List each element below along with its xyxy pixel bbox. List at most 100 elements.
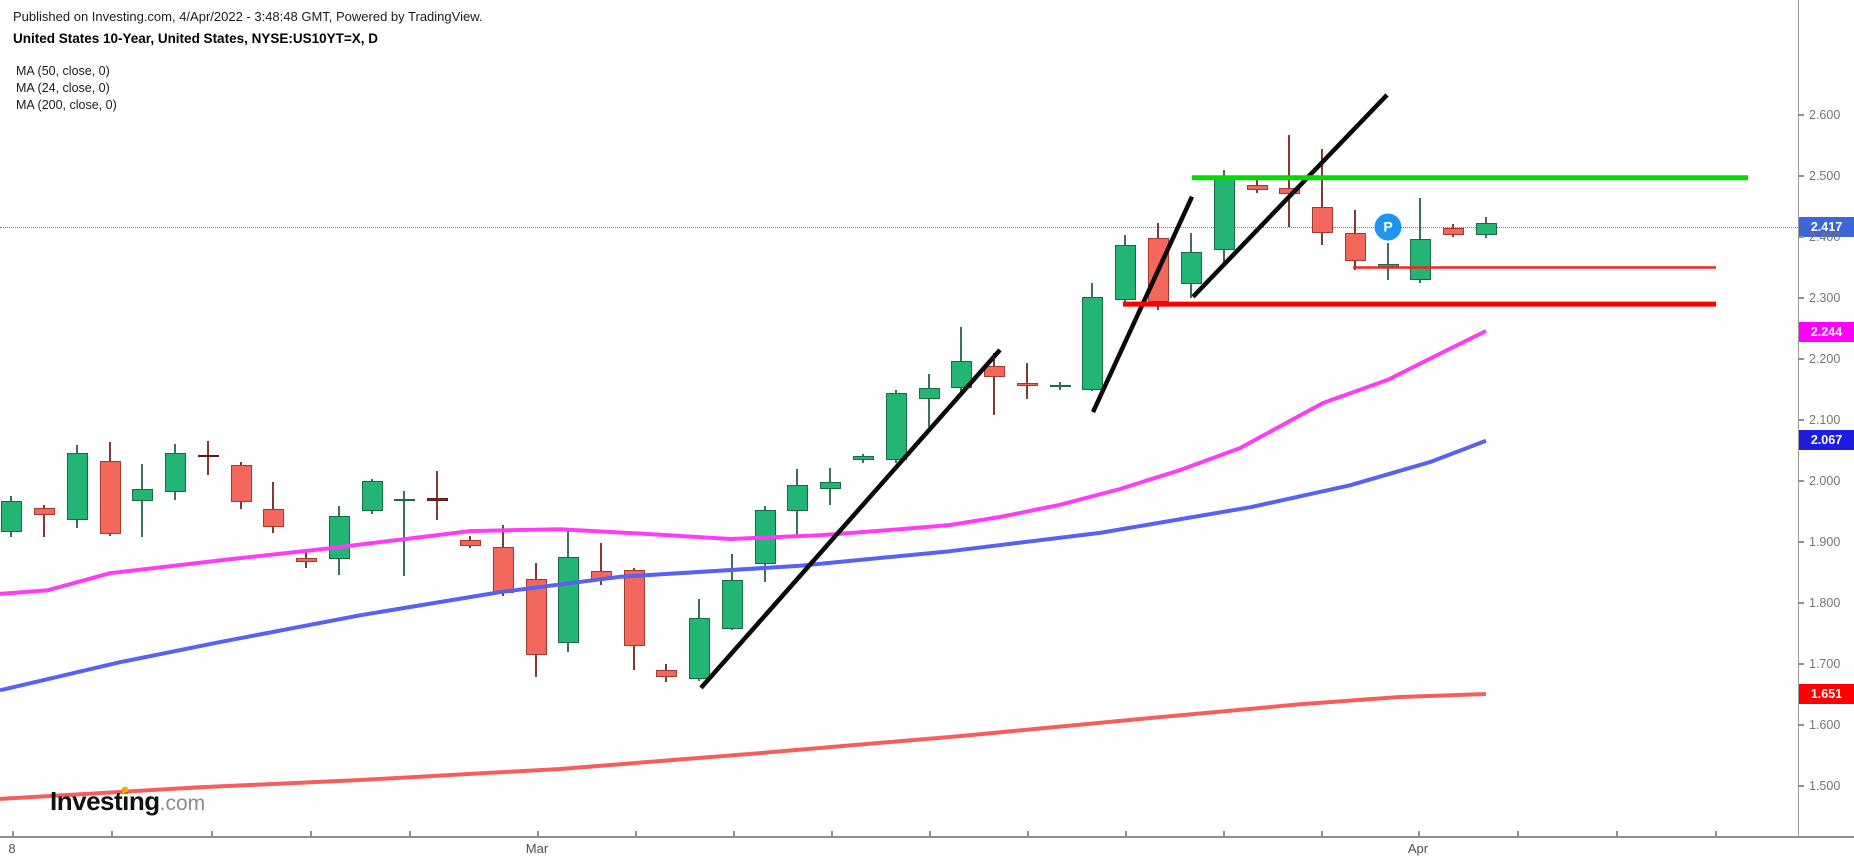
price-tick — [1798, 297, 1804, 300]
candle[interactable] — [1180, 251, 1202, 284]
price-tick — [1798, 113, 1804, 116]
candle[interactable] — [950, 361, 972, 389]
current-price-dotted-line — [0, 226, 1798, 228]
price-tick — [1798, 358, 1804, 361]
ma50-price-badge: 2.067 — [1799, 430, 1854, 451]
candle[interactable] — [1016, 382, 1038, 387]
logo-text: Investing — [50, 786, 160, 816]
ma-line-ma-24 — [0, 329, 1487, 596]
candle[interactable] — [426, 498, 448, 501]
time-tick — [929, 831, 931, 836]
candle-wick-up — [928, 374, 930, 427]
candle[interactable] — [786, 485, 808, 511]
y-axis-line — [1798, 0, 1799, 837]
candle[interactable] — [164, 452, 186, 492]
current-price-badge: 2.417 — [1799, 216, 1854, 237]
ma-line-ma-50 — [0, 438, 1487, 693]
time-tick — [310, 831, 312, 836]
legend-ma24[interactable]: MA (24, close, 0) — [16, 81, 110, 95]
candle[interactable] — [1114, 244, 1136, 300]
candle-wick-up — [1387, 243, 1389, 280]
candle[interactable] — [852, 456, 874, 461]
candle[interactable] — [1442, 228, 1464, 235]
price-tick — [1798, 785, 1804, 788]
time-tick — [635, 831, 637, 836]
candle[interactable] — [0, 501, 22, 533]
candle-wick-down — [993, 352, 995, 416]
price-tick-label: 2.500 — [1809, 169, 1841, 183]
ma24-price-badge: 2.244 — [1799, 322, 1854, 343]
candle[interactable] — [557, 556, 579, 644]
chart-title: United States 10-Year, United States, NY… — [13, 31, 379, 46]
time-tick — [1125, 831, 1127, 836]
time-tick-label: 8 — [8, 841, 16, 856]
candle-wick-down — [272, 481, 274, 533]
candle[interactable] — [1311, 206, 1333, 234]
candle[interactable] — [918, 387, 940, 399]
price-tick-label: 2.600 — [1809, 107, 1841, 122]
time-tick — [1223, 831, 1225, 836]
legend-ma200[interactable]: MA (200, close, 0) — [16, 98, 117, 112]
candle[interactable] — [1246, 184, 1268, 191]
price-tick — [1798, 419, 1804, 422]
candle[interactable] — [1475, 222, 1497, 235]
candle-wick-down — [1288, 135, 1290, 227]
price-tick — [1798, 602, 1804, 605]
time-tick — [733, 831, 735, 836]
time-tick — [1715, 831, 1717, 836]
trendline-rally-1[interactable] — [699, 348, 1002, 690]
candle[interactable] — [1409, 239, 1431, 281]
candle[interactable] — [655, 669, 677, 678]
price-tick-label: 1.800 — [1809, 596, 1841, 611]
candle[interactable] — [721, 579, 743, 629]
price-tick-label: 2.300 — [1809, 291, 1841, 306]
time-tick-label: Apr — [1407, 841, 1429, 856]
candle[interactable] — [1049, 384, 1071, 388]
candle[interactable] — [131, 488, 153, 502]
time-tick — [111, 831, 113, 836]
candle[interactable] — [295, 557, 317, 562]
legend-ma50[interactable]: MA (50, close, 0) — [16, 64, 110, 78]
candle[interactable] — [393, 498, 415, 502]
candle[interactable] — [197, 454, 219, 458]
candle[interactable] — [66, 452, 88, 521]
time-tick — [1616, 831, 1618, 836]
candle[interactable] — [459, 540, 481, 546]
price-tick — [1798, 541, 1804, 544]
published-line: Published on Investing.com, 4/Apr/2022 -… — [13, 9, 483, 24]
candle-wick-down — [43, 505, 45, 538]
ma-line-ma-200 — [0, 692, 1487, 801]
price-tick — [1798, 663, 1804, 666]
candle[interactable] — [230, 465, 252, 503]
logo-suffix: .com — [159, 792, 206, 815]
trendline-rally-3[interactable] — [1191, 93, 1389, 299]
price-tick-label: 2.400 — [1809, 230, 1841, 244]
time-tick — [12, 831, 14, 836]
candle[interactable] — [262, 509, 284, 527]
time-tick — [211, 831, 213, 836]
candle-wick-down — [1026, 362, 1028, 400]
logo-orange-dot-icon: i — [122, 786, 129, 816]
indicator-legend: MA (50, close, 0) MA (24, close, 0) MA (… — [16, 63, 117, 114]
candle[interactable] — [1344, 233, 1366, 262]
candle[interactable] — [1081, 296, 1103, 390]
price-tick-label: 1.500 — [1809, 779, 1841, 794]
candle[interactable] — [99, 460, 121, 534]
x-axis-line — [0, 836, 1854, 838]
time-tick — [1418, 831, 1420, 836]
candle[interactable] — [361, 481, 383, 511]
candle[interactable] — [623, 570, 645, 647]
candle[interactable] — [885, 392, 907, 461]
candle[interactable] — [819, 481, 841, 489]
price-tick-label: 2.200 — [1809, 352, 1841, 367]
price-tick-label: 2.100 — [1809, 413, 1841, 428]
candle[interactable] — [525, 579, 547, 655]
candle[interactable] — [983, 365, 1005, 378]
time-tick-label: Mar — [525, 841, 549, 856]
candle-wick-down — [436, 471, 438, 521]
candle[interactable] — [688, 618, 710, 679]
time-tick — [409, 831, 411, 836]
candle[interactable] — [33, 507, 55, 516]
